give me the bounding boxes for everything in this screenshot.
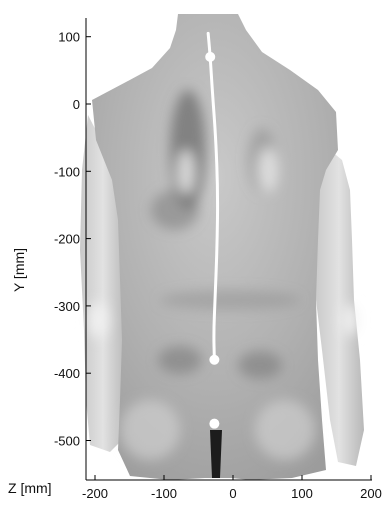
landmark-point-2 [209, 354, 220, 365]
gluteal-cleft [210, 430, 222, 478]
y-tick-label: -200 [54, 232, 80, 247]
right-arm [314, 150, 364, 466]
y-tick-label: -500 [54, 434, 80, 449]
x-tick-label: 200 [360, 486, 382, 501]
x-tick-label: 0 [229, 486, 236, 501]
y-tick-label: -100 [54, 164, 80, 179]
landmark-point-1 [205, 51, 216, 62]
landmark-point-3 [209, 418, 220, 429]
x-tick-label: -200 [82, 486, 108, 501]
corner-label: Z [mm] [8, 480, 52, 496]
x-tick-label: -100 [151, 486, 177, 501]
y-tick-label: -400 [54, 366, 80, 381]
body-surface [80, 14, 364, 480]
left-arm [80, 115, 126, 452]
y-tick-label: 0 [73, 97, 80, 112]
y-tick-label: 100 [58, 30, 80, 45]
y-axis-title: Y [mm] [11, 248, 27, 292]
y-tick-label: -300 [54, 299, 80, 314]
x-tick-label: 100 [291, 486, 313, 501]
